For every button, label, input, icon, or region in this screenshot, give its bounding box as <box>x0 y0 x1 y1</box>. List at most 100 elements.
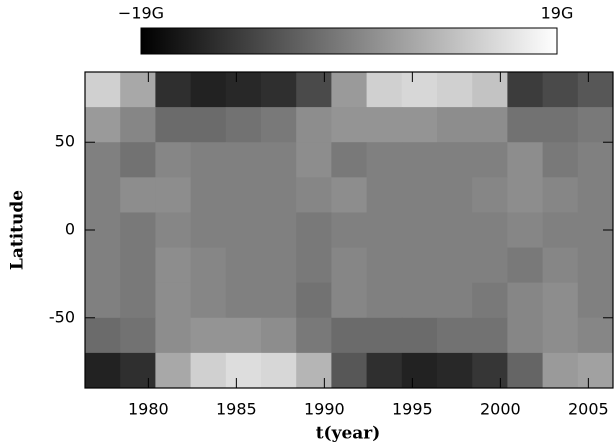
heatmap-cell <box>577 142 614 178</box>
x-tick-label: 2005 <box>568 400 609 419</box>
heatmap-cell <box>472 72 508 108</box>
heatmap-cell <box>331 317 368 354</box>
heatmap-cell <box>85 72 121 108</box>
heatmap-cell <box>85 107 121 143</box>
heatmap-cell <box>261 142 297 178</box>
heatmap-cell <box>190 247 227 284</box>
x-tick-label: 2000 <box>480 400 521 419</box>
heatmap-cell <box>366 177 403 213</box>
heatmap-cell <box>261 352 297 389</box>
heatmap-cell <box>366 107 403 143</box>
heatmap-cell <box>120 177 156 213</box>
heatmap-cell <box>401 317 438 354</box>
heatmap-cell <box>437 177 473 213</box>
heatmap-cell <box>507 177 544 213</box>
heatmap-cell <box>190 107 227 143</box>
heatmap-cell <box>225 212 262 249</box>
heatmap-cell <box>120 247 156 284</box>
heatmap-cell <box>437 142 473 178</box>
heatmap-cell <box>155 177 192 213</box>
x-tick-label: 1980 <box>128 400 169 419</box>
heatmap-cell <box>225 142 262 178</box>
heatmap-cell <box>155 142 192 178</box>
heatmap-cell <box>366 142 403 178</box>
heatmap-cell <box>261 282 297 319</box>
heatmap-cell <box>261 107 297 143</box>
heatmap-cell <box>472 107 508 143</box>
heatmap-cell <box>542 352 579 389</box>
heatmap-cell <box>155 107 192 143</box>
heatmap-cell <box>296 107 332 143</box>
heatmap-cell <box>472 352 508 389</box>
heatmap-cell <box>437 317 473 354</box>
heatmap-cell <box>472 247 508 284</box>
heatmap-cell <box>296 72 332 108</box>
heatmap-cell <box>85 177 121 213</box>
heatmap-cell <box>507 352 544 389</box>
heatmap-cell <box>190 317 227 354</box>
heatmap-cell <box>507 212 544 249</box>
heatmap-cell <box>120 72 156 108</box>
heatmap-cell <box>261 212 297 249</box>
heatmap-cell <box>331 177 368 213</box>
heatmap-cell <box>507 72 544 108</box>
heatmap-cell <box>577 177 614 213</box>
heatmap-cell <box>472 282 508 319</box>
heatmap-cell <box>225 317 262 354</box>
y-axis-label: Latitude <box>8 190 28 270</box>
heatmap-cell <box>542 247 579 284</box>
heatmap-cell <box>507 247 544 284</box>
y-tick-label: -50 <box>49 307 75 326</box>
heatmap-cell <box>331 282 368 319</box>
heatmap-cell <box>366 352 403 389</box>
heatmap-cell <box>437 212 473 249</box>
heatmap-cell <box>190 352 227 389</box>
heatmap-cell <box>331 107 368 143</box>
heatmap-cell <box>542 72 579 108</box>
heatmap-cell <box>225 177 262 213</box>
heatmap-cell <box>577 352 614 389</box>
heatmap-cell <box>85 247 121 284</box>
heatmap-cell <box>366 317 403 354</box>
heatmap-cell <box>331 247 368 284</box>
heatmap-cell <box>155 247 192 284</box>
heatmap-cell <box>261 72 297 108</box>
heatmap-cell <box>366 247 403 284</box>
heatmap-cell <box>401 107 438 143</box>
heatmap-cell <box>542 282 579 319</box>
heatmap-cell <box>507 282 544 319</box>
heatmap-cell <box>225 352 262 389</box>
heatmap-cell <box>542 317 579 354</box>
heatmap-cell <box>437 107 473 143</box>
heatmap-cell <box>331 142 368 178</box>
heatmap-cell <box>331 352 368 389</box>
heatmap-cell <box>542 107 579 143</box>
colorbar <box>140 27 558 55</box>
heatmap-cell <box>296 142 332 178</box>
heatmap-cell <box>401 142 438 178</box>
heatmap-cell <box>85 317 121 354</box>
heatmap-cell <box>85 352 121 389</box>
heatmap-cell <box>120 212 156 249</box>
heatmap-cell <box>437 282 473 319</box>
heatmap-cell <box>155 282 192 319</box>
heatmap-cell <box>401 247 438 284</box>
x-tick-label: 1995 <box>392 400 433 419</box>
heatmap-cell <box>261 177 297 213</box>
heatmap-cell <box>472 317 508 354</box>
heatmap-cell <box>542 177 579 213</box>
heatmap-cell <box>155 72 192 108</box>
colorbar-tick-label: −19G <box>118 4 164 23</box>
heatmap-cell <box>296 177 332 213</box>
heatmap-cell <box>401 212 438 249</box>
heatmap-cell <box>296 212 332 249</box>
heatmap-cell <box>472 177 508 213</box>
heatmap-cell <box>331 212 368 249</box>
heatmap-cell <box>507 107 544 143</box>
heatmap-cell <box>190 142 227 178</box>
heatmap-cell <box>401 177 438 213</box>
heatmap-cell <box>401 72 438 108</box>
heatmap-cell <box>577 247 614 284</box>
heatmap-cell <box>507 142 544 178</box>
